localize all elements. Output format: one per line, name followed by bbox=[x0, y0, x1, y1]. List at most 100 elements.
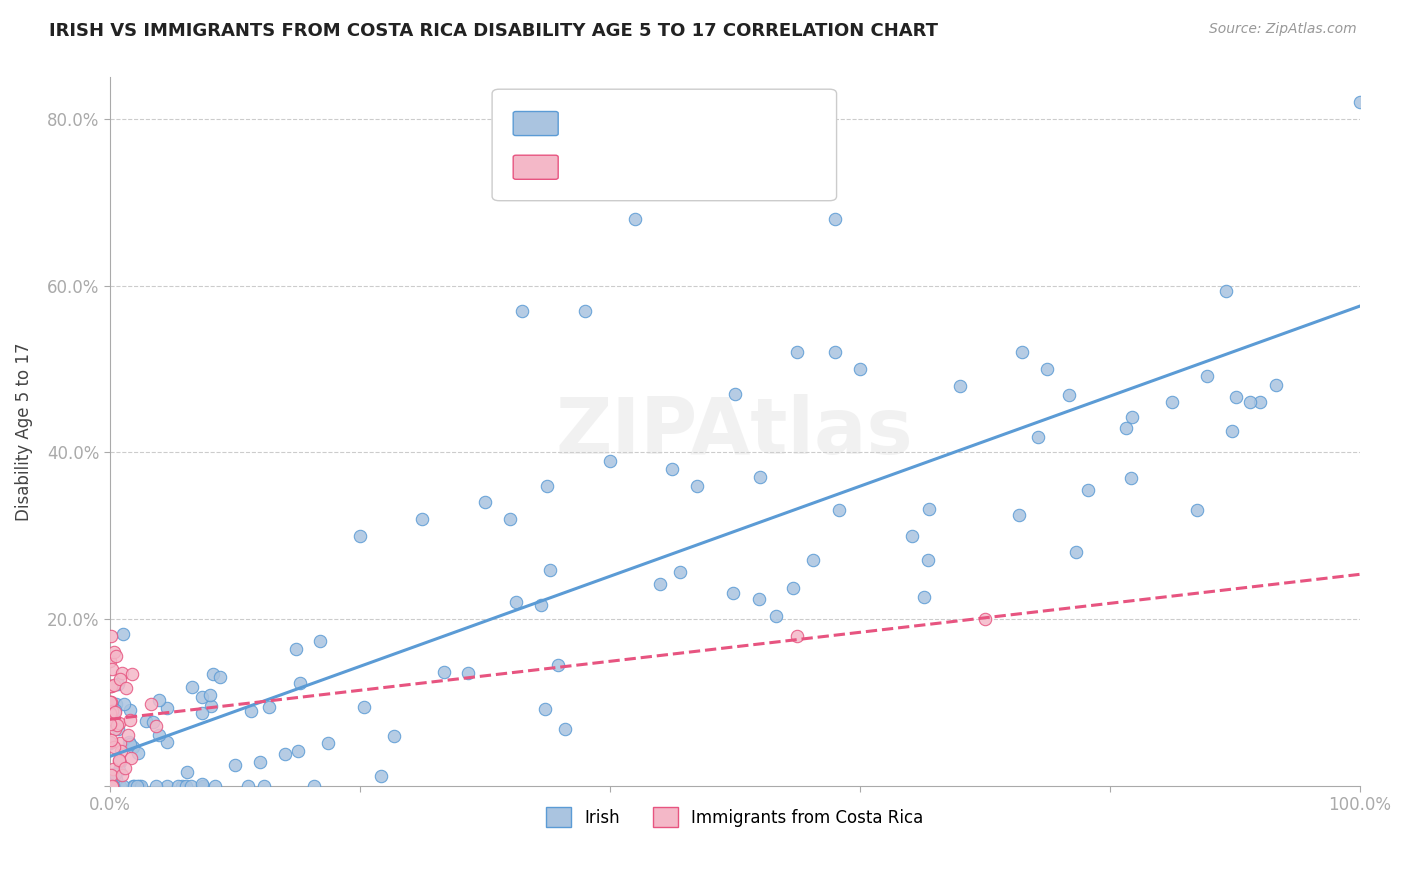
Point bbox=[127, 746, 149, 760]
Point bbox=[101, 704, 124, 718]
Point bbox=[510, 303, 533, 318]
Point bbox=[100, 696, 122, 710]
Point bbox=[304, 779, 326, 793]
Point bbox=[912, 591, 935, 605]
Point bbox=[139, 698, 162, 712]
Point bbox=[108, 755, 131, 769]
Point bbox=[1239, 395, 1261, 409]
Point bbox=[249, 755, 271, 769]
Point bbox=[824, 212, 846, 227]
Point bbox=[1036, 362, 1059, 376]
Point bbox=[107, 722, 129, 736]
Point bbox=[547, 658, 569, 673]
Point bbox=[111, 768, 134, 782]
Text: 123: 123 bbox=[710, 114, 745, 132]
Point bbox=[103, 645, 125, 659]
Point bbox=[1028, 429, 1050, 443]
Point bbox=[101, 778, 124, 792]
Point bbox=[108, 763, 131, 777]
Point bbox=[129, 779, 152, 793]
Point bbox=[1195, 368, 1218, 383]
Point bbox=[114, 761, 136, 775]
Point bbox=[204, 779, 226, 793]
Text: 0.062: 0.062 bbox=[603, 158, 655, 176]
Point bbox=[181, 680, 204, 694]
Point bbox=[309, 633, 332, 648]
Point bbox=[100, 679, 122, 693]
Point bbox=[721, 586, 744, 600]
Point bbox=[110, 779, 132, 793]
Point bbox=[1185, 503, 1208, 517]
Point bbox=[686, 479, 709, 493]
Point bbox=[274, 747, 297, 761]
Point bbox=[200, 698, 222, 713]
Point bbox=[103, 678, 125, 692]
Point bbox=[120, 751, 142, 765]
Point bbox=[623, 212, 645, 227]
Text: N =: N = bbox=[673, 114, 710, 132]
Point bbox=[724, 387, 747, 401]
Point bbox=[148, 728, 170, 742]
Point bbox=[104, 705, 127, 719]
Point bbox=[191, 706, 214, 721]
Point bbox=[1249, 395, 1271, 409]
Point bbox=[209, 670, 232, 684]
Point bbox=[1008, 508, 1031, 522]
Point bbox=[166, 779, 188, 793]
Point bbox=[901, 529, 924, 543]
Point bbox=[530, 598, 553, 612]
Point bbox=[284, 642, 307, 657]
Point bbox=[257, 700, 280, 714]
Point bbox=[141, 714, 163, 729]
Text: N =: N = bbox=[673, 158, 710, 176]
Point bbox=[198, 688, 221, 702]
Point bbox=[1220, 425, 1243, 439]
Point bbox=[1348, 95, 1371, 110]
Point bbox=[191, 690, 214, 704]
Point bbox=[145, 779, 167, 793]
Point bbox=[1265, 378, 1288, 392]
Point bbox=[104, 767, 127, 781]
Point bbox=[98, 696, 121, 710]
Point bbox=[122, 740, 145, 755]
Point bbox=[747, 592, 769, 607]
Point bbox=[135, 714, 157, 728]
Point bbox=[411, 512, 433, 526]
Point bbox=[499, 512, 522, 526]
Point bbox=[156, 735, 179, 749]
Point bbox=[433, 665, 456, 679]
Legend: Irish, Immigrants from Costa Rica: Irish, Immigrants from Costa Rica bbox=[538, 800, 931, 834]
Point bbox=[1225, 390, 1247, 404]
Point bbox=[801, 553, 824, 567]
Point bbox=[191, 779, 214, 793]
Point bbox=[103, 740, 125, 755]
Point bbox=[105, 649, 128, 664]
Point bbox=[202, 666, 225, 681]
Text: ZIPAtlas: ZIPAtlas bbox=[555, 393, 914, 469]
Point bbox=[118, 703, 141, 717]
Point bbox=[253, 779, 276, 793]
Point bbox=[1011, 345, 1033, 359]
Point bbox=[105, 718, 128, 732]
Point bbox=[353, 699, 375, 714]
Point bbox=[110, 744, 132, 758]
Point bbox=[98, 706, 121, 720]
Point bbox=[110, 756, 132, 770]
Point bbox=[574, 303, 596, 318]
Point bbox=[101, 762, 124, 776]
Point bbox=[100, 768, 122, 782]
Y-axis label: Disability Age 5 to 17: Disability Age 5 to 17 bbox=[15, 343, 32, 521]
Point bbox=[287, 744, 309, 758]
Text: Source: ZipAtlas.com: Source: ZipAtlas.com bbox=[1209, 22, 1357, 37]
Point bbox=[599, 454, 621, 468]
Point bbox=[115, 681, 138, 696]
Point bbox=[180, 779, 202, 793]
Point bbox=[108, 715, 131, 730]
Point bbox=[117, 735, 139, 749]
Point bbox=[117, 728, 139, 742]
Point bbox=[101, 779, 124, 793]
Point bbox=[98, 695, 121, 709]
Point bbox=[127, 779, 149, 793]
Point bbox=[782, 581, 804, 595]
Point bbox=[534, 702, 557, 716]
